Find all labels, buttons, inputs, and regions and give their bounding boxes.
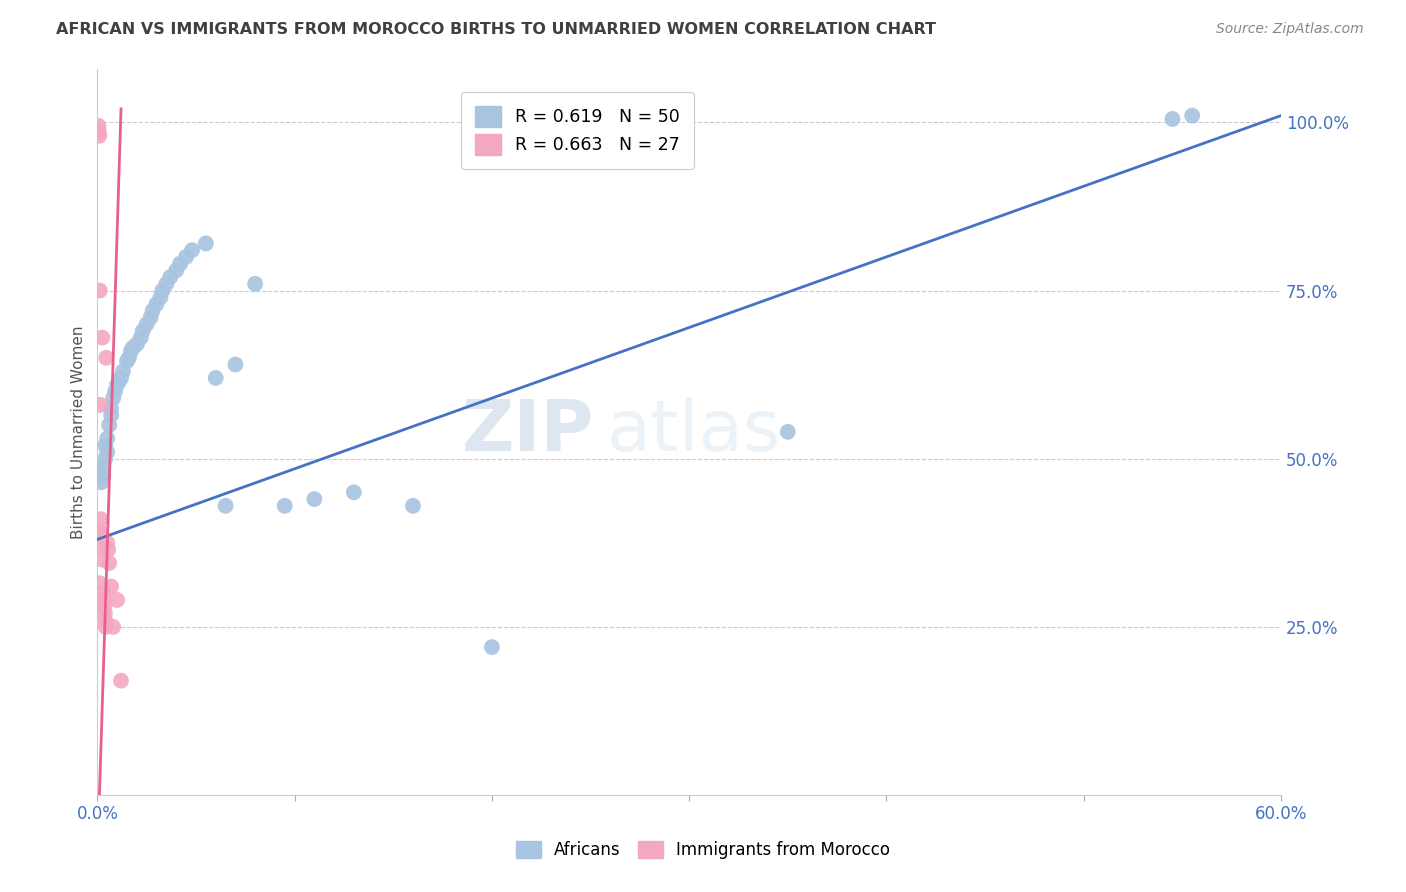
Point: [129, 330, 152, 344]
Point: [90, 475, 112, 490]
Point: [90, 525, 112, 540]
Text: AFRICAN VS IMMIGRANTS FROM MOROCCO BIRTHS TO UNMARRIED WOMEN CORRELATION CHART: AFRICAN VS IMMIGRANTS FROM MOROCCO BIRTH…: [56, 22, 936, 37]
Point: [93, 593, 115, 607]
Point: [101, 620, 124, 634]
Point: [1161, 112, 1184, 126]
Point: [152, 284, 174, 298]
Point: [402, 499, 425, 513]
Point: [91, 330, 114, 344]
Point: [91, 458, 114, 473]
Point: [94, 607, 117, 621]
Point: [142, 303, 165, 318]
Point: [89, 128, 111, 143]
Point: [87, 125, 110, 139]
Point: [87, 122, 110, 136]
Point: [94, 620, 117, 634]
Text: ZIP: ZIP: [463, 397, 595, 467]
Point: [98, 556, 121, 570]
Point: [120, 344, 142, 359]
Point: [94, 451, 117, 466]
Point: [101, 391, 124, 405]
Legend: R = 0.619   N = 50, R = 0.663   N = 27: R = 0.619 N = 50, R = 0.663 N = 27: [461, 92, 693, 169]
Point: [243, 277, 266, 291]
Point: [87, 119, 110, 133]
Point: [89, 576, 111, 591]
Point: [90, 512, 112, 526]
Point: [111, 364, 134, 378]
Point: [91, 552, 114, 566]
Point: [121, 341, 143, 355]
Point: [108, 375, 131, 389]
Point: [105, 593, 128, 607]
Point: [1181, 109, 1204, 123]
Point: [194, 236, 217, 251]
Point: [94, 438, 117, 452]
Point: [96, 445, 118, 459]
Point: [98, 418, 121, 433]
Point: [110, 673, 132, 688]
Point: [135, 317, 157, 331]
Point: [96, 351, 118, 365]
Point: [139, 310, 162, 325]
Point: [100, 580, 122, 594]
Point: [481, 640, 503, 654]
Point: [181, 243, 204, 257]
Point: [169, 257, 191, 271]
Point: [90, 539, 112, 553]
Point: [343, 485, 366, 500]
Point: [96, 536, 118, 550]
Point: [204, 371, 226, 385]
Point: [100, 408, 122, 422]
Point: [93, 599, 115, 614]
Point: [100, 401, 122, 416]
Text: atlas: atlas: [606, 397, 780, 467]
Point: [159, 270, 181, 285]
Point: [89, 525, 111, 540]
Point: [174, 250, 197, 264]
Point: [214, 499, 236, 513]
Point: [776, 425, 799, 439]
Legend: Africans, Immigrants from Morocco: Africans, Immigrants from Morocco: [509, 834, 897, 866]
Point: [165, 263, 187, 277]
Text: Source: ZipAtlas.com: Source: ZipAtlas.com: [1216, 22, 1364, 37]
Point: [145, 297, 167, 311]
Point: [155, 277, 177, 291]
Point: [97, 542, 120, 557]
Point: [274, 499, 297, 513]
Point: [224, 358, 246, 372]
Point: [89, 472, 111, 486]
Point: [94, 613, 117, 627]
Point: [89, 284, 111, 298]
Point: [104, 384, 127, 399]
Point: [105, 377, 128, 392]
Point: [115, 354, 138, 368]
Point: [125, 337, 148, 351]
Point: [110, 371, 132, 385]
Point: [89, 398, 111, 412]
Point: [91, 468, 114, 483]
Point: [89, 465, 111, 479]
Y-axis label: Births to Unmarried Women: Births to Unmarried Women: [72, 325, 86, 539]
Point: [118, 351, 141, 365]
Point: [96, 432, 118, 446]
Point: [149, 290, 172, 304]
Point: [132, 324, 155, 338]
Point: [304, 491, 326, 506]
Point: [91, 586, 114, 600]
